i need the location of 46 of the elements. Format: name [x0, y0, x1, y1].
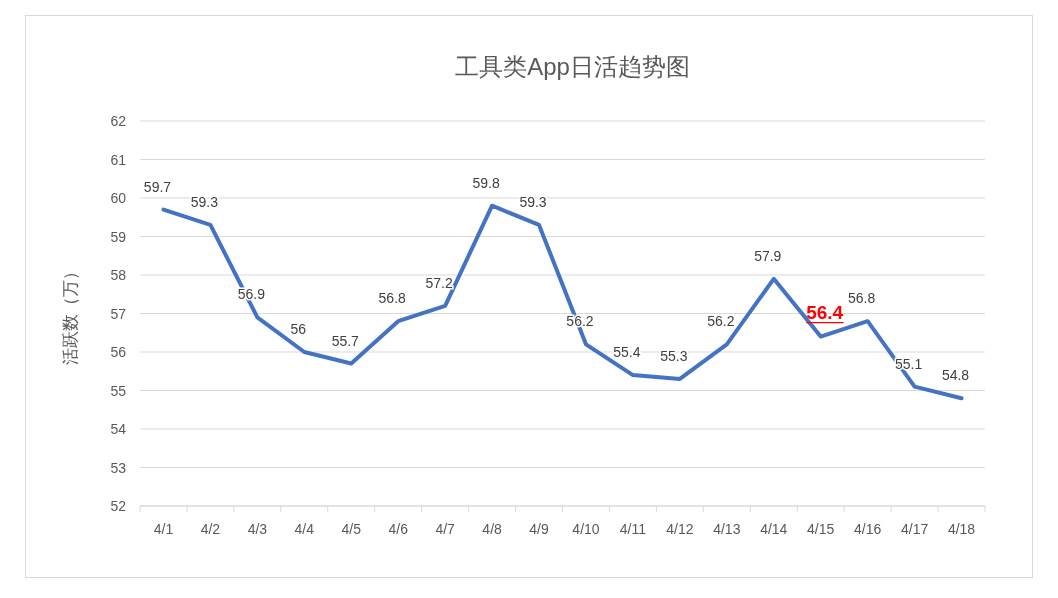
y-tick-label: 62: [110, 113, 127, 129]
y-axis-title: 活跃数（万）: [61, 262, 80, 365]
x-tick-label: 4/10: [572, 521, 600, 537]
annotation: 56.4: [806, 301, 844, 323]
data-label: 59.3: [190, 193, 219, 210]
x-tick-label: 4/2: [200, 521, 221, 537]
data-label: 57.2: [425, 274, 453, 291]
x-tick-label: 4/11: [619, 521, 647, 537]
x-tick-label: 4/7: [435, 521, 456, 537]
data-label: 59.3: [519, 193, 547, 210]
chart-title: 工具类App日活趋势图: [455, 53, 690, 80]
x-tick-label: 4/16: [854, 521, 882, 537]
x-tick-label: 4/1: [153, 521, 174, 537]
x-tick-label: 4/4: [294, 521, 315, 537]
x-tick-label: 4/6: [388, 521, 409, 537]
y-tick-label: 54: [110, 421, 127, 437]
y-tick-label: 58: [110, 267, 127, 283]
data-label: 56.8: [378, 290, 407, 307]
y-tick-label: 53: [110, 459, 127, 476]
data-label: 55.3: [660, 347, 688, 364]
data-label: 56.2: [707, 313, 735, 330]
x-tick-label: 4/12: [666, 521, 694, 537]
y-tick-label: 56: [110, 344, 127, 360]
data-label: 57.9: [754, 247, 782, 264]
x-tick-label: 4/5: [341, 521, 362, 537]
x-tick-label: 4/8: [482, 521, 503, 537]
y-tick-label: 59: [110, 228, 127, 245]
x-tick-label: 4/15: [807, 521, 835, 537]
data-label: 55.4: [613, 344, 641, 361]
x-tick-label: 4/3: [247, 521, 268, 537]
data-label: 59.7: [143, 178, 172, 195]
y-tick-label: 52: [110, 498, 127, 514]
x-tick-label: 4/17: [900, 521, 929, 537]
data-label: 56: [290, 321, 307, 337]
y-tick-label: 57: [110, 305, 127, 322]
y-tick-label: 60: [110, 190, 127, 206]
x-tick-label: 4/9: [529, 521, 549, 537]
y-tick-label: 55: [110, 382, 127, 399]
x-tick-label: 4/14: [760, 521, 788, 537]
data-label: 56.8: [848, 290, 876, 307]
y-tick-label: 61: [110, 151, 127, 168]
data-label: 59.8: [472, 174, 500, 191]
data-label: 55.7: [331, 332, 360, 349]
x-tick-label: 4/18: [947, 521, 976, 537]
x-tick-label: 4/13: [713, 521, 741, 537]
data-label: 54.8: [941, 367, 970, 384]
